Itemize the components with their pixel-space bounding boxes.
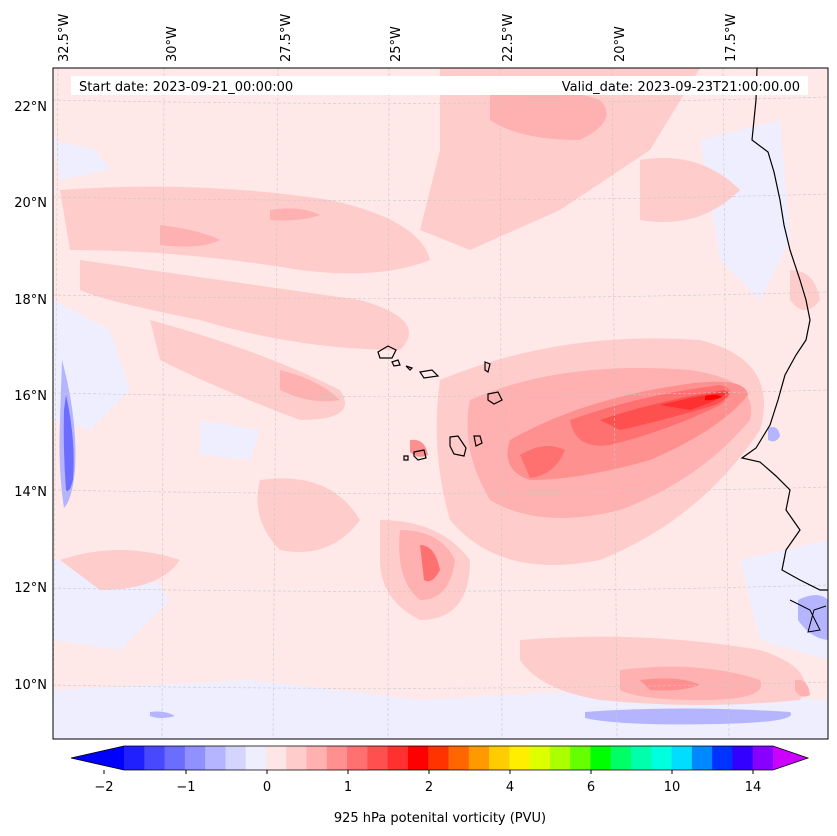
colorbar-extend-low (71, 746, 124, 770)
coast-detail (789, 599, 827, 633)
cb-tick-label: −1 (176, 780, 195, 795)
colorbar-segment (671, 746, 693, 770)
lon-label: 32.5°W (57, 14, 72, 62)
cb-tick-label: 10 (664, 780, 681, 795)
colorbar-segment (570, 746, 591, 770)
cb-tick-label: 6 (587, 780, 595, 795)
strong-negative-pv (59, 360, 828, 725)
lat-label: 22°N (14, 100, 47, 115)
colorbar-segment (428, 746, 449, 770)
colorbar-segment (631, 746, 652, 770)
map-panel (53, 68, 828, 739)
map-frame (52, 67, 829, 740)
colorbar-segment (712, 746, 733, 770)
colorbar-segment (225, 746, 247, 770)
colorbar-segment (286, 746, 308, 770)
lon-label: 30°W (165, 26, 180, 62)
colorbar-segment (265, 746, 287, 770)
colorbar-segment (124, 746, 145, 770)
colorbar-segment (367, 746, 389, 770)
colorbar-segment (448, 746, 470, 770)
colorbar (70, 745, 810, 774)
cb-tick-label: −2 (94, 780, 113, 795)
colorbar-segment (529, 746, 551, 770)
colorbar-segment (752, 746, 774, 770)
start-date-text: Start date: 2023-09-21_00:00:00 (79, 80, 293, 95)
valid-date-text: Valid_date: 2023-09-23T21:00:00.00 (562, 80, 800, 95)
lon-label: 17.5°W (724, 14, 739, 62)
africa-coastline (740, 68, 828, 591)
colorbar-extend-high (773, 746, 808, 770)
colorbar-segment (144, 746, 166, 770)
colorbar-title: 925 hPa potenital vorticity (PVU) (334, 811, 546, 826)
header-band (71, 76, 808, 95)
strong-positive-pv (410, 381, 748, 691)
cb-tick-label: 14 (745, 780, 762, 795)
colorbar-segment (407, 746, 429, 770)
cb-tick-label: 1 (344, 780, 352, 795)
cb-tick-label: 4 (506, 780, 514, 795)
colorbar-segment (549, 746, 571, 770)
longitude-labels: 32.5°W 30°W 27.5°W 25°W 22.5°W 20°W 17.5… (57, 14, 739, 62)
lat-label: 20°N (14, 196, 47, 211)
colorbar-outline (70, 745, 810, 771)
lon-label: 25°W (389, 26, 404, 62)
colorbar-segment (205, 746, 226, 770)
colorbar-segment (732, 746, 754, 770)
colorbar-segment (468, 746, 490, 770)
colorbar-segment (509, 746, 531, 770)
lat-label: 18°N (14, 293, 47, 308)
colorbar-segment (164, 746, 186, 770)
graticule (53, 68, 828, 739)
cape-verde-islands (377, 345, 503, 461)
colorbar-segment (387, 746, 409, 770)
lat-label: 16°N (14, 389, 47, 404)
colorbar-segment (651, 746, 673, 770)
colorbar-segment (610, 746, 632, 770)
cb-tick-label: 0 (263, 780, 271, 795)
lon-label: 22.5°W (501, 14, 516, 62)
cb-tick-label: 2 (425, 780, 433, 795)
lon-label: 27.5°W (279, 14, 294, 62)
lat-label: 12°N (14, 581, 47, 596)
colorbar-segment (489, 746, 510, 770)
colorbar-ticks: −2 −1 0 1 2 4 6 10 14 (94, 780, 761, 795)
colorbar-segment (691, 746, 713, 770)
colorbar-segment (326, 746, 348, 770)
colorbar-segment (590, 746, 612, 770)
colorbar-segment (245, 746, 267, 770)
lon-label: 20°W (613, 26, 628, 62)
lat-label: 14°N (14, 485, 47, 500)
colorbar-segment (347, 746, 368, 770)
latitude-labels: 22°N 20°N 18°N 16°N 14°N 12°N 10°N (14, 100, 47, 693)
lat-label: 10°N (14, 678, 47, 693)
colorbar-segment (306, 746, 328, 770)
colorbar-segment (184, 746, 206, 770)
